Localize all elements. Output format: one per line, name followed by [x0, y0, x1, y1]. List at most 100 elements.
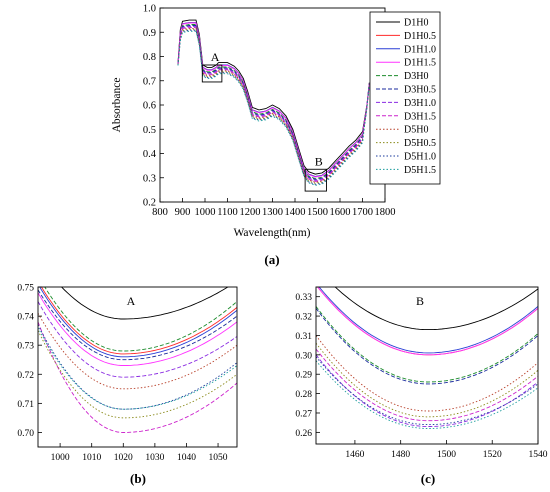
panel-a-y-axis-title: Absorbance: [111, 78, 123, 133]
legend-entry-D5H0.5: D5H0.5: [404, 138, 436, 149]
panel-b-x-tick-label: 1040: [177, 453, 196, 463]
panel-b-plot-area: [38, 287, 237, 433]
legend-box: [369, 11, 441, 185]
panel-a-label: (a): [264, 252, 279, 267]
legend-entry-D1H1.0: D1H1.0: [404, 44, 436, 55]
panel-a-y-tick-label: 0.4: [143, 149, 157, 160]
panel-b-y-ticks: 0.70 0.71 0.72 0.73 0.74 0.75: [17, 284, 42, 439]
panel-b-chart: 1000 1010 1020 1030 1040 1050 0.700.710.720.7…: [17, 284, 238, 486]
panel-b-y-tick-label: 0.70: [17, 429, 34, 439]
panel-a-y-ticks: 0.2 0.3 0.4 0.5 0.6 0.7 0.8 0.9 1.0: [143, 4, 164, 209]
panel-c-x-tick-label: 1460: [345, 450, 364, 460]
panel-a-series-line-D1H1.0: [177, 22, 370, 177]
panel-c-x-tick-label: 1520: [483, 450, 502, 460]
panel-c-y-tick-label: 0.29: [295, 371, 312, 381]
panel-b-series-line-D1H0.5: [40, 287, 237, 355]
legend-entry-D1H0: D1H0: [404, 18, 428, 29]
panel-c-y-ticks: 0.26 0.27 0.28 0.29 0.30 0.31 0.32 0.33: [295, 293, 320, 439]
panel-b-inset-letter: A: [127, 294, 136, 308]
panel-a-x-tick-label: 1000: [195, 207, 216, 218]
panel-a-y-tick-label: 0.9: [143, 28, 156, 39]
legend-entry-D3H1.5: D3H1.5: [404, 111, 436, 122]
panel-c-chart: 1460 1480 1500 1520 1540 0.26 0.27 0.28 0.29 0.3…: [295, 286, 548, 486]
panel-a-x-tick-label: 1600: [330, 207, 351, 218]
panel-b-series-line-D5H1.5: [38, 327, 237, 410]
panel-b-x-tick-label: 1030: [145, 453, 164, 463]
panel-b-x-tick-label: 1050: [209, 453, 228, 463]
panel-b-frame: [37, 286, 238, 448]
panel-c-label: (c): [421, 471, 435, 486]
panel-a-series-line-D3H1.5: [177, 26, 370, 182]
panel-c-series-line-D5H1.5: [316, 360, 538, 429]
legend-entry-D1H0.5: D1H0.5: [404, 31, 436, 42]
panel-c-x-ticks: 1460 1480 1500 1520 1540: [345, 440, 548, 460]
panel-a-legend: D1H0 D1H0.5 D1H1.0 D1H1.5 D3H0 D3H0.5 D3H1.0 D3…: [369, 11, 441, 185]
panel-b-series-line-D5H0.5: [38, 330, 237, 419]
panel-a-y-tick-label: 0.3: [143, 173, 156, 184]
panel-a-x-tick-label: 800: [152, 207, 168, 218]
annotation-box-B: [304, 168, 327, 192]
panel-a-y-tick-label: 1.0: [143, 4, 156, 15]
panel-a-series-line-D1H0.5: [177, 22, 370, 177]
panel-a-plot-area: [177, 19, 370, 186]
panel-b-series-line-D1H1.0: [39, 287, 237, 358]
panel-a-y-tick-label: 0.2: [143, 198, 156, 209]
panel-b-y-tick-label: 0.71: [17, 400, 34, 410]
panel-b-series-line-D5H0: [38, 312, 237, 390]
legend-entry-D5H1.0: D5H1.0: [404, 152, 436, 163]
panel-c-series-line-D1H0: [334, 287, 538, 331]
panel-c-frame: [315, 286, 539, 445]
panel-a-x-tick-label: 1300: [262, 207, 283, 218]
panel-a-series-line-D5H0.5: [177, 28, 370, 184]
panel-b-series-line-D1H1.5: [38, 292, 237, 366]
panel-b-y-tick-label: 0.72: [17, 371, 34, 381]
panel-c-y-tick-label: 0.27: [295, 409, 312, 419]
panel-c-y-tick-label: 0.31: [295, 332, 312, 342]
panel-c-series-line-D3H0.5: [316, 308, 538, 385]
panel-b-series-line-D3H1.5: [38, 321, 237, 433]
panel-b-series-line-D5H1.0: [38, 324, 237, 410]
annotation-box-A: [201, 64, 223, 83]
legend-entry-D3H0.5: D3H0.5: [404, 85, 436, 96]
panel-a-x-tick-label: 900: [175, 207, 191, 218]
panel-a-y-tick-label: 0.8: [143, 52, 156, 63]
panel-c-x-tick-label: 1540: [529, 450, 548, 460]
panel-a-x-tick-label: 1400: [285, 207, 306, 218]
panel-a-series-line-D5H1.0: [177, 29, 370, 185]
panel-a-series-line-D1H1.5: [177, 22, 370, 178]
panel-a-x-tick-label: 1700: [352, 207, 373, 218]
panel-c-inset-letter: B: [416, 294, 424, 308]
panel-c-series-line-D3H1.0: [316, 354, 538, 427]
panel-c-y-tick-label: 0.32: [295, 313, 312, 323]
panel-c-series-line-D1H1.5: [316, 287, 538, 356]
panel-a-y-tick-label: 0.5: [143, 125, 156, 136]
panel-b-series-line-D1H0: [60, 287, 229, 320]
panel-c-series-line-D5H0.5: [316, 342, 538, 418]
panel-c-y-tick-label: 0.33: [295, 293, 312, 303]
legend-entry-D3H1.0: D3H1.0: [404, 98, 436, 109]
panel-b-x-tick-label: 1010: [82, 453, 101, 463]
panel-c-series-line-D3H1.5: [316, 348, 538, 422]
panel-a-x-tick-label: 1100: [217, 207, 238, 218]
panel-c-y-tick-label: 0.28: [295, 390, 312, 400]
panel-b-series-line-D3H1.0: [38, 301, 237, 378]
annotation-label-A: A: [211, 50, 220, 64]
panel-c-x-tick-label: 1480: [391, 450, 410, 460]
panel-b-series-line-D3H0: [44, 287, 237, 352]
legend-entry-D5H0: D5H0: [404, 125, 428, 136]
panel-a-series-line-D1H0: [177, 19, 370, 175]
panel-a-x-ticks: 800 900 1000 1100 1200 1300 1400 1500 1600 1700 18…: [152, 198, 396, 218]
panel-a-x-tick-label: 1200: [240, 207, 261, 218]
panel-b-y-tick-label: 0.75: [17, 284, 34, 294]
panel-c-series-line-D3H0: [316, 306, 538, 383]
panel-a-x-tick-label: 1500: [307, 207, 328, 218]
panel-a-y-tick-label: 0.6: [143, 101, 156, 112]
panel-a-annotations: AB: [201, 50, 327, 192]
panel-b-x-ticks: 1000 1010 1020 1030 1040 1050: [51, 443, 228, 463]
panel-c-series-line-D5H1.0: [316, 356, 538, 426]
legend-entry-D5H1.5: D5H1.5: [404, 165, 436, 176]
panel-a-chart: 800 900 1000 1100 1200 1300 1400 1500 1600 1700 18…: [111, 4, 441, 267]
panel-b-x-tick-label: 1000: [51, 453, 70, 463]
panel-c-x-tick-label: 1500: [437, 450, 456, 460]
